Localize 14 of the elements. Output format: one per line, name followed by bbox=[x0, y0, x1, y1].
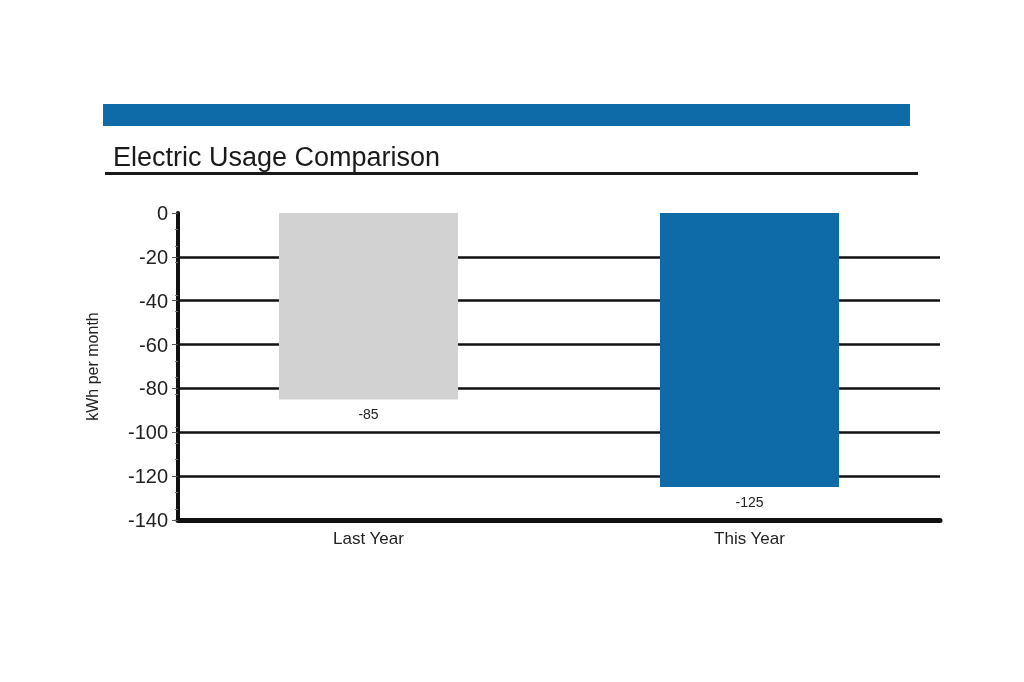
data-label: -85 bbox=[358, 406, 379, 423]
y-tick-label: -80 bbox=[139, 377, 168, 400]
y-tick-label: 0 bbox=[156, 202, 168, 224]
y-tick-label: -140 bbox=[127, 509, 168, 531]
y-tick-label: -60 bbox=[139, 333, 168, 356]
y-tick-label: -40 bbox=[139, 289, 168, 312]
y-tick-label: -100 bbox=[127, 421, 168, 444]
chart-title: Electric Usage Comparison bbox=[113, 141, 441, 172]
x-tick-label: Last Year bbox=[333, 529, 405, 548]
y-tick-label: -120 bbox=[127, 465, 168, 488]
x-tick-label: This Year bbox=[714, 529, 786, 548]
data-label: -125 bbox=[735, 494, 764, 511]
y-tick-label: -20 bbox=[139, 245, 168, 268]
y-axis-title: kWh per month bbox=[83, 312, 101, 421]
